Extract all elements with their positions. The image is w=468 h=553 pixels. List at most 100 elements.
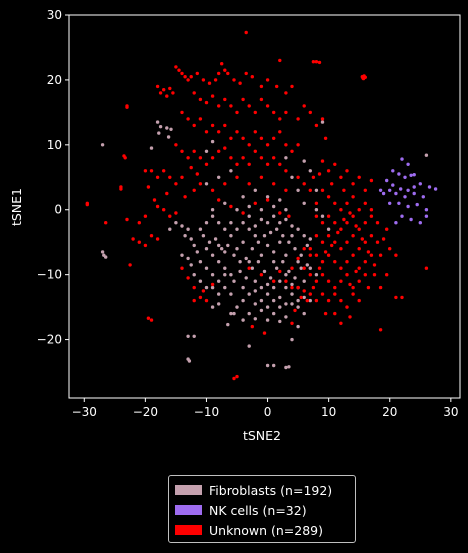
- data-point: [385, 273, 389, 277]
- data-point: [223, 68, 227, 72]
- data-point: [351, 182, 355, 186]
- data-point: [397, 172, 401, 176]
- data-point: [241, 318, 245, 322]
- data-point: [253, 224, 257, 228]
- data-point: [223, 273, 227, 277]
- data-point: [187, 359, 192, 363]
- data-point: [351, 285, 355, 290]
- data-point: [192, 123, 196, 128]
- data-point: [210, 253, 215, 257]
- data-point: [265, 363, 270, 368]
- data-point: [369, 234, 374, 238]
- data-point: [229, 204, 233, 209]
- data-point: [296, 305, 300, 309]
- data-point: [232, 279, 236, 283]
- data-point: [381, 237, 386, 241]
- data-point: [223, 123, 227, 128]
- data-point: [339, 247, 343, 251]
- data-point: [223, 97, 227, 102]
- data-point: [100, 143, 105, 147]
- data-point: [290, 149, 294, 153]
- data-point: [293, 308, 297, 313]
- data-point: [278, 162, 282, 166]
- data-point: [424, 208, 429, 212]
- data-point: [406, 188, 410, 192]
- data-point: [342, 188, 346, 192]
- data-point: [207, 240, 212, 244]
- data-point: [302, 182, 306, 186]
- data-point: [317, 266, 322, 270]
- data-point: [363, 260, 367, 264]
- data-point: [339, 321, 343, 325]
- data-point: [198, 295, 203, 300]
- data-point: [314, 201, 319, 205]
- data-point: [217, 71, 221, 76]
- x-tick-label: −30: [72, 405, 97, 419]
- data-point: [302, 311, 306, 316]
- data-point: [192, 149, 196, 153]
- data-point: [348, 315, 352, 319]
- data-point: [345, 169, 349, 173]
- data-point: [204, 247, 209, 251]
- data-point: [308, 247, 312, 251]
- data-point: [284, 143, 288, 147]
- data-point: [308, 273, 312, 277]
- data-point: [232, 311, 236, 316]
- data-point: [201, 289, 206, 293]
- data-point: [192, 298, 196, 303]
- data-point: [143, 214, 148, 218]
- data-point: [174, 143, 178, 147]
- data-point: [238, 81, 242, 85]
- data-point: [198, 97, 203, 102]
- data-point: [296, 175, 300, 179]
- data-point: [296, 227, 300, 231]
- data-point: [348, 211, 352, 215]
- data-point: [259, 84, 264, 89]
- data-point: [241, 298, 245, 303]
- y-tick-label: 10: [47, 138, 62, 152]
- data-point: [314, 273, 319, 277]
- data-point: [323, 311, 328, 316]
- data-point: [357, 208, 361, 212]
- data-point: [157, 131, 161, 135]
- data-point: [155, 84, 160, 89]
- data-point: [223, 266, 227, 270]
- data-point: [204, 285, 209, 290]
- data-point: [235, 130, 239, 134]
- data-point: [296, 324, 300, 329]
- data-point: [210, 123, 215, 128]
- data-point: [290, 321, 294, 325]
- data-point: [195, 250, 199, 254]
- data-point: [284, 217, 288, 222]
- data-point: [369, 208, 374, 212]
- y-tick-label: 0: [54, 203, 62, 217]
- data-point: [290, 234, 294, 238]
- data-point: [281, 260, 285, 264]
- data-point: [247, 311, 251, 316]
- data-point: [369, 253, 374, 257]
- data-point: [226, 71, 230, 76]
- data-point: [333, 162, 337, 166]
- data-point: [400, 295, 404, 300]
- data-point: [394, 295, 398, 300]
- data-point: [333, 285, 337, 290]
- data-point: [388, 188, 392, 192]
- series-1: [378, 157, 438, 225]
- data-point: [213, 78, 218, 82]
- data-point: [158, 125, 163, 129]
- data-point: [183, 75, 187, 79]
- data-point: [278, 269, 282, 274]
- data-point: [357, 247, 361, 251]
- x-tick-label: 30: [443, 405, 458, 419]
- data-point: [272, 110, 276, 115]
- data-point: [351, 292, 355, 296]
- data-point: [204, 182, 209, 186]
- data-point: [189, 263, 193, 267]
- data-point: [162, 169, 166, 173]
- data-point: [284, 188, 288, 192]
- data-point: [155, 120, 160, 124]
- data-point: [165, 191, 169, 196]
- data-point: [284, 253, 288, 257]
- data-point: [244, 30, 248, 35]
- data-point: [210, 139, 215, 144]
